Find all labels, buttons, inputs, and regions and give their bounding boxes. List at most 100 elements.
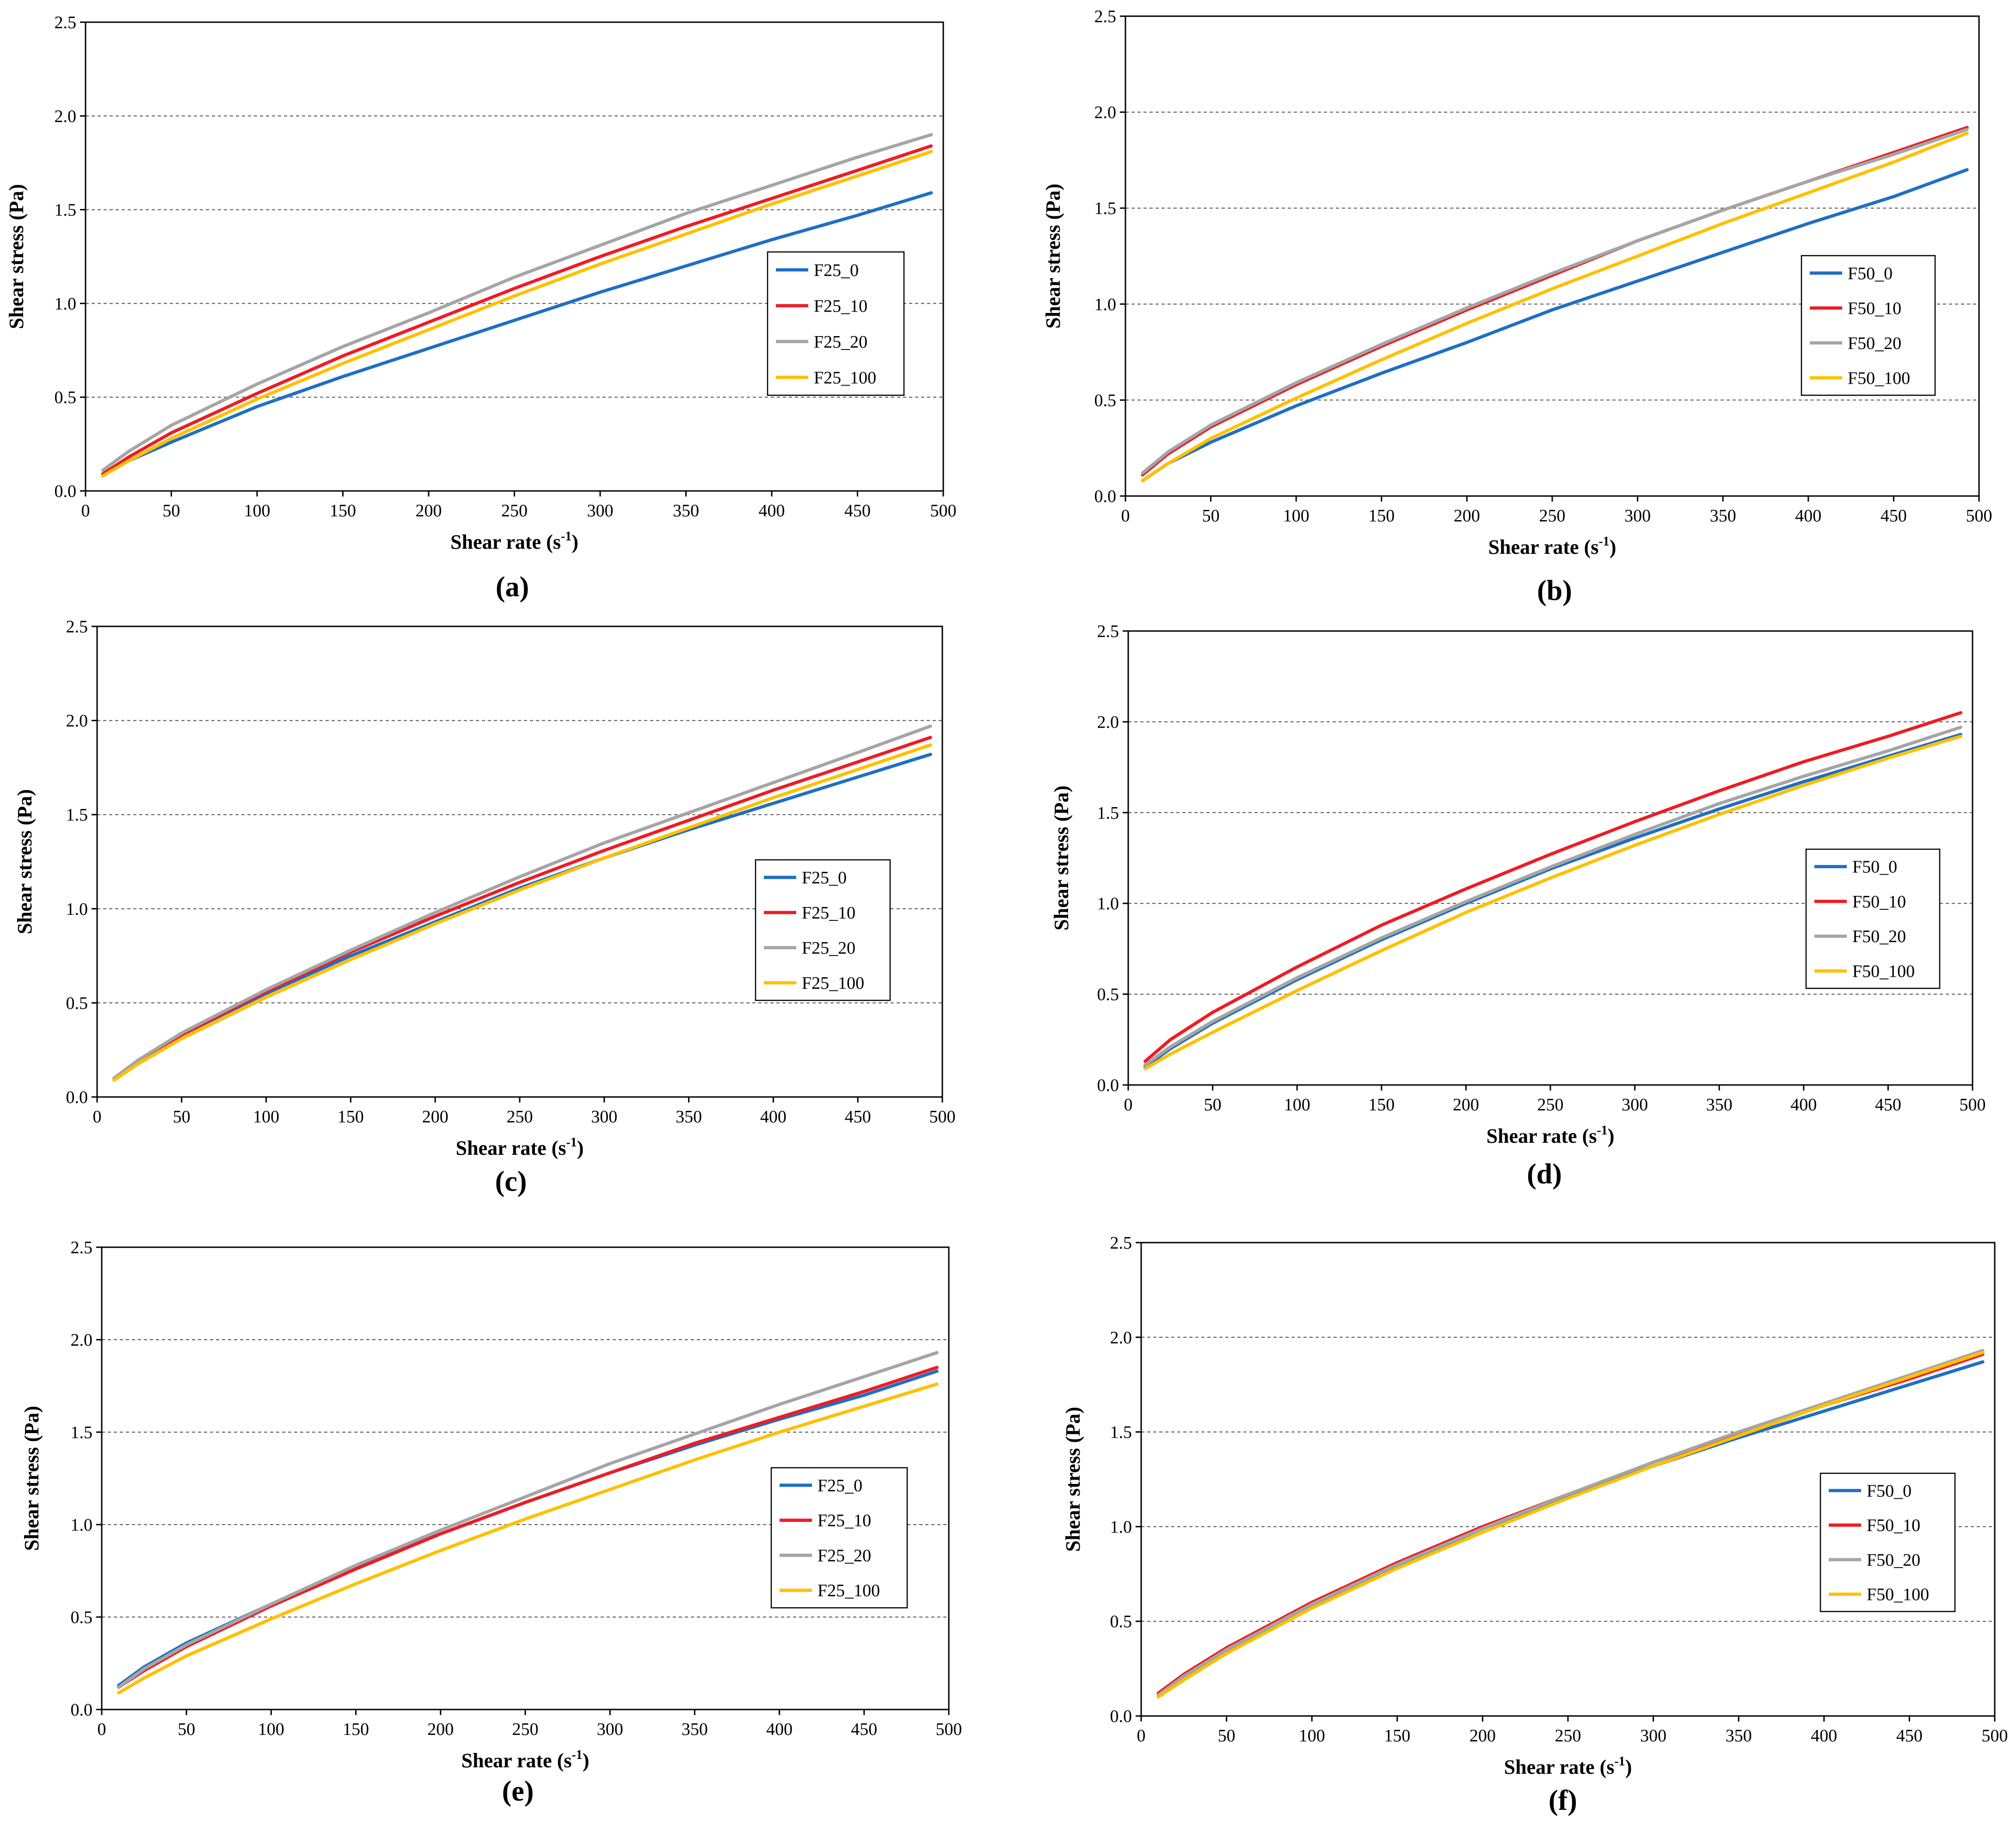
series-line-f50-100 <box>1143 735 1962 1071</box>
x-tick-label: 250 <box>507 1107 533 1127</box>
series-line-f50-20 <box>1141 128 1969 475</box>
x-tick-label: 0 <box>81 501 90 521</box>
legend-label: F25_0 <box>817 1476 862 1495</box>
y-axis-title: Shear stress (Pa) <box>1050 785 1073 931</box>
x-tick-label: 50 <box>173 1107 191 1127</box>
x-tick-label: 250 <box>1539 506 1566 526</box>
legend-label: F25_10 <box>814 296 867 316</box>
legend-label: F25_100 <box>802 974 864 993</box>
legend-label: F50_0 <box>1852 858 1897 877</box>
y-tick-label: 1.5 <box>1110 1423 1132 1442</box>
y-tick-label: 1.5 <box>1097 803 1119 823</box>
y-tick-label: 0.0 <box>1110 1707 1132 1726</box>
legend-label: F25_10 <box>802 903 855 923</box>
legend-label: F50_10 <box>1852 892 1906 912</box>
legend-box <box>1819 1472 1956 1612</box>
legend-label: F50_100 <box>1848 368 1910 388</box>
chart-panel-5: 0.0 0.5 1.0 1.5 2.0 2.5 0 50 100 150 200 250 300 350 4… <box>20 1238 962 1807</box>
x-axis-title-main: Shear rate (s <box>1487 1125 1597 1147</box>
series-line-f25-0 <box>101 191 933 476</box>
series-line-f50-100 <box>1141 131 1969 483</box>
y-tick-label: 2.5 <box>1094 7 1117 26</box>
x-tick-label: 200 <box>427 1720 454 1739</box>
chart-panel-3: 0.0 0.5 1.0 1.5 2.0 2.5 0 50 100 150 200 250 300 350 4… <box>13 617 956 1197</box>
x-axis-title: Shear rate (s-1) <box>461 1748 590 1772</box>
x-tick-label: 100 <box>1283 506 1309 526</box>
x-tick-label: 350 <box>676 1107 702 1127</box>
series-line-f25-20 <box>112 724 932 1080</box>
y-tick-label: 2.5 <box>1110 1233 1132 1253</box>
y-tick-label: 2.0 <box>1097 712 1119 732</box>
x-tick-label: 350 <box>1710 506 1736 526</box>
legend-label: F50_0 <box>1867 1481 1912 1501</box>
x-tick-label: 400 <box>1790 1095 1817 1115</box>
x-tick-label: 450 <box>1896 1726 1923 1746</box>
x-tick-label: 200 <box>1453 1095 1479 1115</box>
chart-panel-2: 0.0 0.5 1.0 1.5 2.0 2.5 0 50 100 150 200 250 300 350 4… <box>1042 7 1992 607</box>
x-tick-label: 250 <box>501 501 528 521</box>
x-tick-label: 500 <box>1960 1095 1986 1115</box>
x-tick-label: 0 <box>98 1720 106 1739</box>
x-tick-label: 200 <box>416 501 442 521</box>
legend-box <box>755 859 891 1001</box>
y-tick-label: 2.0 <box>55 107 77 126</box>
x-tick-label: 250 <box>1555 1726 1581 1746</box>
x-axis-title-main: Shear rate (s <box>1488 536 1599 558</box>
x-tick-label: 50 <box>1204 1095 1222 1115</box>
y-axis-title: Shear stress (Pa) <box>1042 184 1064 329</box>
x-tick-label: 300 <box>597 1720 623 1739</box>
y-tick-label: 0.0 <box>66 1088 88 1107</box>
x-axis-title-end: ) <box>1625 1756 1632 1778</box>
legend-label: F50_10 <box>1848 299 1901 318</box>
x-tick-label: 150 <box>343 1720 369 1739</box>
legend-box <box>1805 848 1941 989</box>
x-tick-label: 150 <box>1384 1726 1410 1746</box>
x-tick-label: 50 <box>163 501 180 521</box>
x-tick-label: 400 <box>760 1107 787 1127</box>
x-tick-label: 150 <box>1368 506 1395 526</box>
x-tick-label: 500 <box>930 501 957 521</box>
legend-label: F25_0 <box>814 261 859 280</box>
panel-label: (e) <box>502 1776 534 1807</box>
series-line-f25-20 <box>117 1351 939 1689</box>
x-tick-label: 100 <box>258 1720 284 1739</box>
x-axis-title: Shear rate (s-1) <box>1488 534 1616 558</box>
y-tick-label: 1.0 <box>1110 1517 1132 1537</box>
x-axis-title-main: Shear rate (s <box>461 1749 572 1772</box>
x-axis-title-superscript: -1 <box>1597 1123 1607 1138</box>
x-tick-label: 500 <box>936 1720 962 1739</box>
series-line-f25-100 <box>101 150 933 478</box>
panel-label: (d) <box>1527 1158 1562 1190</box>
x-tick-label: 200 <box>1454 506 1480 526</box>
panel-label: (f) <box>1549 1785 1577 1816</box>
y-tick-label: 0.0 <box>1094 487 1117 506</box>
y-tick-label: 0.5 <box>1110 1612 1132 1631</box>
y-tick-label: 0.0 <box>71 1700 93 1720</box>
series-line-f50-20 <box>1156 1349 1985 1697</box>
legend-label: F50_20 <box>1852 927 1906 946</box>
y-tick-label: 2.0 <box>71 1330 93 1350</box>
x-tick-label: 100 <box>1284 1095 1310 1115</box>
x-axis-title-end: ) <box>583 1749 590 1772</box>
y-axis-title: Shear stress (Pa) <box>1062 1407 1084 1552</box>
x-tick-label: 350 <box>1726 1726 1752 1746</box>
legend-label: F50_100 <box>1852 962 1915 981</box>
x-tick-label: 450 <box>1875 1095 1901 1115</box>
series-line-f50-20 <box>1143 725 1962 1067</box>
x-tick-label: 300 <box>1624 506 1651 526</box>
x-tick-label: 200 <box>1469 1726 1496 1746</box>
x-tick-label: 0 <box>93 1107 102 1127</box>
y-tick-label: 1.0 <box>1097 894 1119 913</box>
y-tick-label: 0.5 <box>71 1608 93 1627</box>
x-axis-title: Shear rate (s-1) <box>1504 1754 1632 1778</box>
x-tick-label: 0 <box>1121 506 1130 526</box>
x-tick-label: 450 <box>844 501 871 521</box>
y-tick-label: 0.5 <box>1094 391 1117 410</box>
y-tick-label: 1.5 <box>71 1423 93 1442</box>
x-tick-label: 250 <box>1537 1095 1564 1115</box>
y-tick-label: 1.5 <box>66 805 88 825</box>
x-axis-title-superscript: -1 <box>561 529 572 544</box>
y-tick-label: 2.5 <box>55 13 77 32</box>
x-tick-label: 250 <box>512 1720 539 1739</box>
